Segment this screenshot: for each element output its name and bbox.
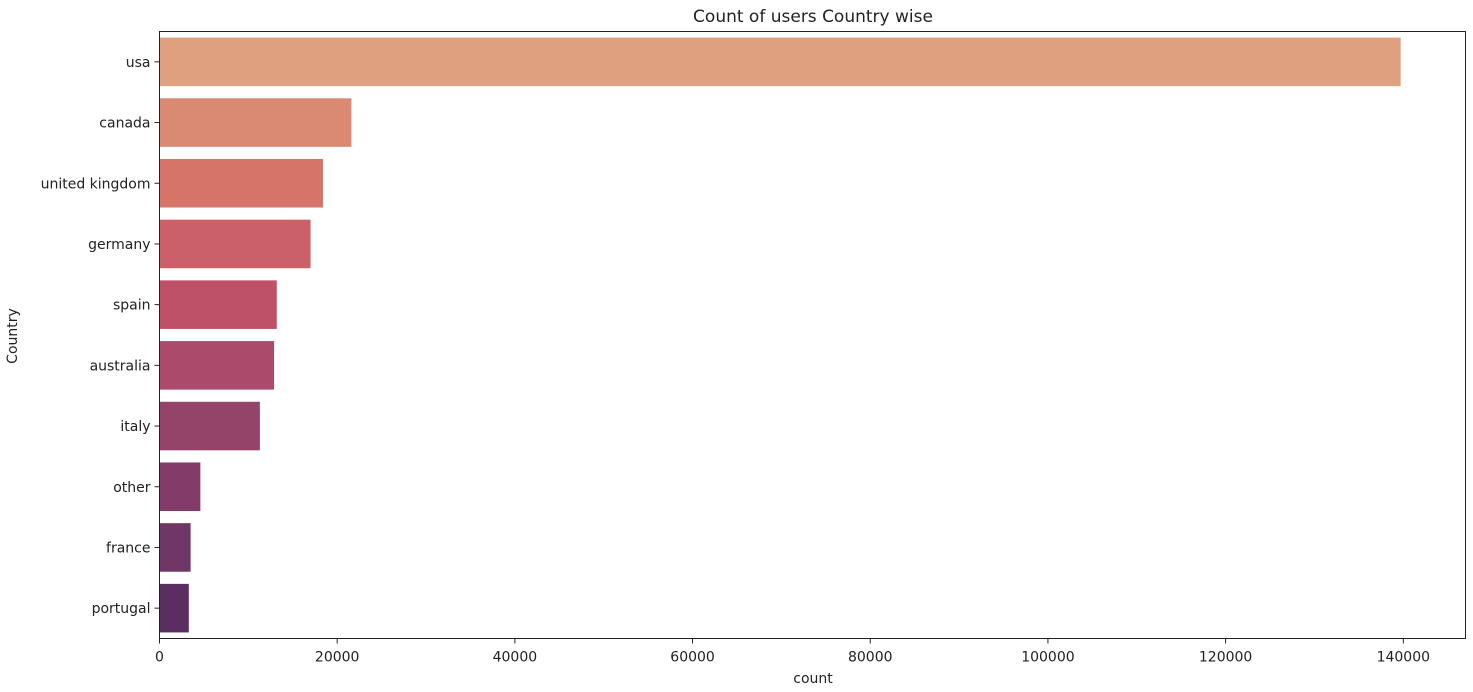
bar-spain (159, 280, 277, 329)
x-tick-label: 140000 (1377, 650, 1430, 666)
chart-title: Count of users Country wise (693, 7, 933, 27)
bar-canada (159, 98, 352, 147)
x-tick-label: 80000 (848, 650, 893, 666)
bar-italy (159, 401, 260, 451)
y-tick-label: portugal (92, 601, 151, 617)
bar-australia (159, 341, 275, 390)
bar-other (159, 462, 201, 512)
x-tick-label: 120000 (1199, 650, 1252, 666)
bar-united-kingdom (159, 158, 323, 208)
bar-france (159, 523, 191, 572)
bar-usa (159, 37, 1401, 87)
y-axis-ticks: usa canada united kingdom germany spain austr… (41, 55, 160, 617)
y-tick-label: canada (99, 116, 150, 132)
x-tick-label: 100000 (1021, 650, 1074, 666)
plot-frame (159, 31, 1466, 639)
y-tick-label: united kingdom (41, 176, 151, 192)
x-axis-ticks: 0 20000 40000 60000 80000 100000 120000 140000 (155, 638, 1430, 666)
x-tick-label: 60000 (670, 650, 715, 666)
x-tick-label: 20000 (315, 650, 360, 666)
bar-germany (159, 219, 311, 269)
y-tick-label: germany (88, 237, 150, 253)
bars-group (159, 37, 1401, 633)
x-axis-label: count (793, 671, 833, 687)
bar-portugal (159, 583, 189, 633)
y-tick-label: australia (90, 358, 151, 374)
y-tick-label: spain (113, 298, 151, 314)
x-tick-label: 40000 (493, 650, 538, 666)
x-tick-label: 0 (155, 650, 164, 666)
y-tick-label: other (113, 480, 151, 496)
y-tick-label: italy (120, 419, 150, 435)
y-axis-label: Country (5, 308, 21, 364)
y-tick-label: usa (126, 55, 151, 71)
y-tick-label: france (106, 540, 150, 556)
